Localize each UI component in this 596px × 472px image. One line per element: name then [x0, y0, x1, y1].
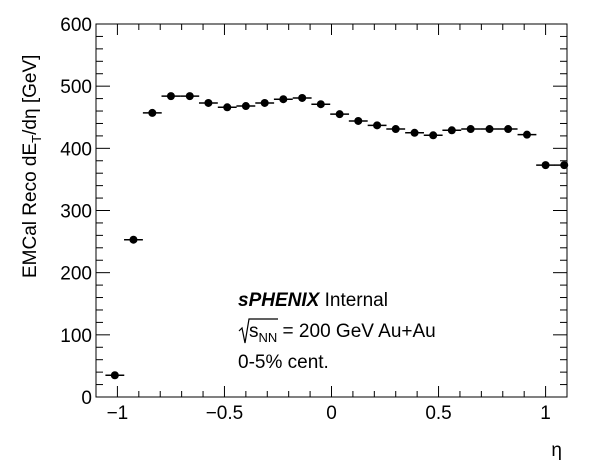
sqrt-sign — [238, 318, 278, 344]
x-tick-label: −0.5 — [206, 403, 244, 424]
energy-sub: NN — [259, 330, 278, 345]
axis-tick-labels: −1 −0.5 0 0.5 1 0 100 200 300 400 500 600 — [60, 15, 551, 424]
experiment-name: sPHENIX — [238, 290, 321, 311]
data-point — [260, 98, 269, 107]
data-point — [373, 121, 382, 130]
y-tick-label: 0 — [81, 388, 92, 409]
energy-label: sNN = 200 GeV Au+Au — [249, 321, 436, 345]
x-tick-label: 0.5 — [425, 403, 451, 424]
y-tick-label: 100 — [60, 326, 92, 347]
data-point — [560, 161, 569, 170]
data-point — [522, 130, 531, 139]
data-point — [204, 98, 213, 107]
x-axis-title: η — [551, 440, 562, 461]
y-tick-label: 400 — [60, 139, 92, 160]
y-axis-title: EMCal Reco dET/dη [GeV] — [20, 55, 44, 278]
centrality-label: 0-5% cent. — [238, 352, 329, 373]
y-axis-title-main: EMCal Reco dE — [20, 143, 41, 278]
experiment-label: sPHENIX Internal — [238, 290, 388, 311]
data-point — [241, 102, 250, 111]
data-point — [447, 126, 456, 135]
data-point — [316, 100, 325, 109]
axis-ticks — [95, 23, 568, 398]
data-point — [279, 95, 288, 104]
x-tick-label: 1 — [540, 403, 551, 424]
data-point — [335, 110, 344, 119]
y-tick-label: 200 — [60, 264, 92, 285]
y-axis-title-tail: /dη [GeV] — [20, 55, 41, 135]
x-tick-label: 0 — [326, 403, 337, 424]
experiment-status: Internal — [325, 290, 388, 311]
data-points — [105, 92, 569, 380]
y-tick-label: 600 — [60, 15, 92, 36]
y-tick-label: 300 — [60, 202, 92, 223]
data-point — [391, 125, 400, 134]
data-point — [541, 161, 550, 170]
data-point — [129, 235, 138, 244]
data-point — [354, 116, 363, 125]
x-tick-label: −1 — [107, 403, 129, 424]
data-point — [110, 371, 119, 380]
data-point — [298, 93, 307, 102]
data-point — [148, 108, 157, 117]
annotation-block: sPHENIX Internal sNN = 200 GeV Au+Au 0-5… — [238, 290, 436, 373]
data-point — [410, 128, 419, 137]
data-point — [485, 125, 494, 134]
data-point — [466, 125, 475, 134]
y-axis-title-sub: T — [29, 135, 44, 143]
data-point — [504, 125, 513, 134]
y-tick-label: 500 — [60, 77, 92, 98]
data-point — [223, 103, 232, 112]
data-point — [429, 131, 438, 140]
data-point — [166, 92, 175, 101]
energy-s: s — [249, 321, 259, 342]
energy-rest: = 200 GeV Au+Au — [277, 321, 435, 342]
data-point — [185, 92, 194, 101]
